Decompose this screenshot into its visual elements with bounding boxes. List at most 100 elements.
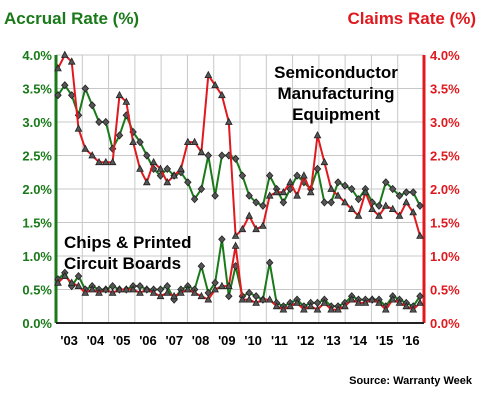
- x-tick-label: '03: [60, 333, 78, 348]
- data-point-triangle: [183, 285, 192, 293]
- left-tick-label: 1.0%: [22, 249, 52, 264]
- data-point-triangle: [286, 177, 295, 186]
- left-tick-label: 0.0%: [22, 316, 52, 331]
- data-point-diamond: [211, 191, 219, 200]
- data-point-diamond: [88, 101, 96, 110]
- data-point-diamond: [416, 201, 424, 210]
- data-point-triangle: [108, 157, 117, 166]
- data-point-triangle: [81, 288, 90, 296]
- data-point-triangle: [306, 301, 315, 310]
- data-point-diamond: [225, 292, 233, 301]
- data-point-triangle: [231, 241, 240, 249]
- data-point-diamond: [238, 171, 247, 180]
- series-claims: [54, 50, 424, 239]
- data-point-triangle: [129, 137, 137, 145]
- semiconductor-label-line-1: Semiconductor: [274, 63, 398, 82]
- data-point-triangle: [402, 301, 411, 310]
- series-claims: [54, 241, 424, 313]
- data-point-triangle: [300, 305, 308, 313]
- x-tick-label: '13: [323, 333, 341, 348]
- data-point-triangle: [388, 295, 397, 303]
- data-point-triangle: [224, 117, 233, 125]
- data-point-diamond: [197, 262, 206, 271]
- data-point-triangle: [142, 285, 151, 293]
- data-point-diamond: [265, 171, 274, 180]
- data-point-diamond: [402, 188, 411, 197]
- data-point-diamond: [218, 235, 226, 244]
- data-point-triangle: [156, 164, 165, 172]
- data-point-triangle: [265, 191, 274, 199]
- data-point-diamond: [61, 81, 69, 90]
- data-point-diamond: [54, 91, 62, 100]
- data-point-triangle: [204, 295, 213, 303]
- data-point-triangle: [334, 305, 342, 313]
- right-tick-label: 4.0%: [430, 48, 460, 63]
- data-point-diamond: [81, 84, 90, 93]
- data-point-triangle: [375, 211, 383, 219]
- data-point-triangle: [122, 97, 131, 105]
- data-point-triangle: [416, 231, 424, 239]
- data-point-triangle: [368, 295, 377, 303]
- data-point-triangle: [293, 298, 301, 306]
- data-point-diamond: [313, 164, 322, 173]
- series-line: [57, 54, 421, 237]
- data-point-triangle: [252, 224, 260, 233]
- chips-label-line-1: Chips & Printed: [64, 233, 192, 252]
- data-point-diamond: [279, 198, 288, 207]
- data-point-triangle: [361, 187, 370, 196]
- data-point-triangle: [320, 157, 329, 166]
- data-point-triangle: [88, 285, 97, 293]
- data-point-triangle: [177, 288, 185, 296]
- source-note: Source: Warranty Week: [349, 375, 473, 387]
- data-point-triangle: [327, 184, 336, 192]
- semiconductor-label-line-3: Equipment: [292, 105, 380, 124]
- semiconductor-label-line-2: Manufacturing: [277, 84, 394, 103]
- data-point-triangle: [74, 124, 83, 132]
- data-point-diamond: [136, 138, 144, 147]
- data-point-triangle: [368, 204, 377, 212]
- data-point-triangle: [136, 288, 144, 296]
- data-point-diamond: [204, 151, 213, 160]
- data-point-triangle: [320, 298, 329, 306]
- data-point-diamond: [245, 191, 253, 200]
- data-point-triangle: [211, 285, 219, 293]
- data-point-diamond: [341, 181, 349, 190]
- data-point-triangle: [259, 221, 267, 229]
- data-point-triangle: [149, 157, 158, 166]
- data-point-triangle: [95, 157, 103, 166]
- data-point-triangle: [142, 177, 151, 186]
- data-point-diamond: [95, 117, 103, 127]
- data-point-triangle: [170, 171, 178, 179]
- data-point-triangle: [231, 231, 240, 239]
- x-tick-label: '15: [376, 333, 394, 348]
- data-point-triangle: [60, 271, 69, 279]
- data-point-triangle: [279, 187, 288, 196]
- right-axis-ticks: 0.0% 0.5% 1.0% 1.5% 2.0% 2.5% 3.0% 3.5% 4.0%: [430, 48, 460, 331]
- left-tick-label: 3.5%: [22, 82, 52, 97]
- data-point-diamond: [265, 258, 274, 267]
- data-point-triangle: [163, 177, 172, 186]
- right-tick-label: 3.0%: [430, 115, 460, 130]
- data-point-triangle: [300, 171, 308, 179]
- x-tick-label: '10: [244, 333, 262, 348]
- data-point-diamond: [320, 198, 329, 207]
- data-point-triangle: [327, 305, 336, 313]
- data-point-triangle: [95, 288, 103, 296]
- data-point-triangle: [115, 285, 124, 293]
- data-point-triangle: [177, 164, 185, 172]
- right-tick-label: 2.5%: [430, 149, 460, 164]
- data-point-diamond: [190, 195, 199, 204]
- right-tick-label: 1.5%: [430, 216, 460, 231]
- chips-label-line-2: Circuit Boards: [64, 254, 181, 273]
- data-point-triangle: [409, 305, 418, 313]
- x-tick-label: '11: [271, 333, 288, 348]
- data-point-triangle: [211, 80, 219, 89]
- data-point-triangle: [306, 187, 315, 196]
- data-point-triangle: [252, 298, 260, 306]
- data-point-triangle: [163, 288, 172, 296]
- data-point-triangle: [197, 291, 206, 300]
- data-point-triangle: [265, 295, 274, 303]
- x-axis-ticks: '03 '04 '05 '06 '07 '08 '09 '10 '11 '12 '13 '14 '15 '…: [60, 333, 419, 348]
- left-tick-label: 3.0%: [22, 115, 52, 130]
